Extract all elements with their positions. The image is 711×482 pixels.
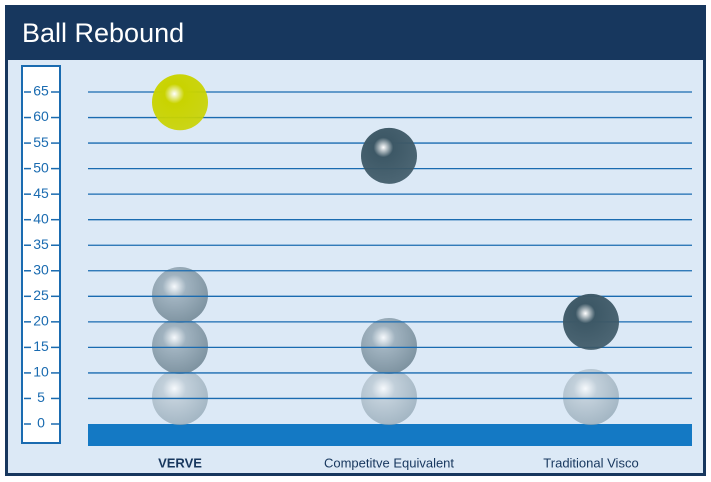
ball (152, 74, 208, 131)
chart-title: Ball Rebound (22, 18, 184, 48)
x-tick-label: Competitve Equivalent (324, 455, 454, 470)
ghost-ball (361, 369, 417, 425)
ghost-ball (563, 369, 619, 425)
axis-ruler (21, 65, 61, 444)
y-tick-label: 65 (33, 83, 49, 99)
y-tick-label: 35 (33, 236, 49, 252)
ghost-ball (361, 318, 417, 374)
ghost-ball (152, 267, 208, 323)
y-tick-label: 40 (33, 210, 49, 226)
y-tick-label: 20 (33, 313, 49, 329)
ball (361, 127, 417, 184)
x-tick-label: VERVE (158, 455, 202, 470)
y-tick-label: 0 (37, 415, 45, 431)
y-tick-label: 5 (37, 389, 45, 405)
y-tick-label: 45 (33, 185, 49, 201)
y-tick-label: 55 (33, 134, 49, 150)
y-tick-label: 60 (33, 108, 49, 124)
x-tick-label: Traditional Visco (543, 455, 638, 470)
ghost-ball (152, 318, 208, 374)
y-tick-label: 25 (33, 287, 49, 303)
ghost-ball (152, 369, 208, 425)
y-tick-label: 15 (33, 338, 49, 354)
y-tick-label: 10 (33, 364, 49, 380)
bounce-trail (152, 267, 619, 425)
y-tick-label: 30 (33, 261, 49, 277)
ball (563, 293, 619, 350)
floor (88, 424, 692, 446)
y-tick-label: 50 (33, 159, 49, 175)
